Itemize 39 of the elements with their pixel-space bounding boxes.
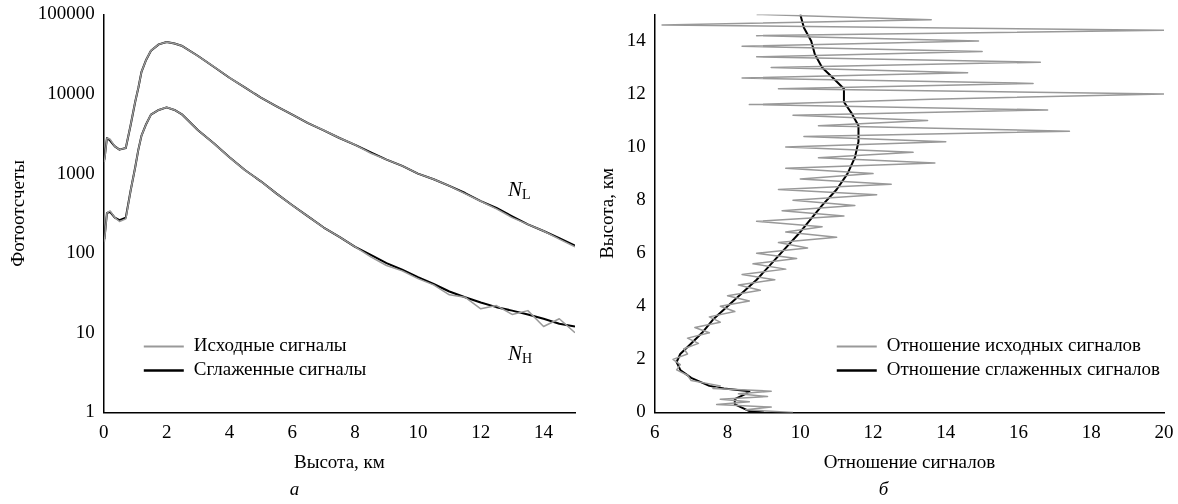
y-tick-label: 10 — [75, 320, 95, 342]
y-tick-label: 10 — [626, 135, 646, 157]
x-tick-label: 14 — [534, 420, 554, 442]
x-tick-label: 10 — [790, 420, 810, 442]
x-axis-title: Отношение сигналов — [823, 450, 996, 472]
y-tick-label: 100000 — [37, 2, 95, 24]
text: б — [877, 478, 890, 500]
x-tick-label: 14 — [936, 420, 956, 442]
x-tick-label: 16 — [1009, 420, 1029, 442]
y-tick-label: 100 — [66, 241, 95, 263]
x-tick-label: 12 — [863, 420, 883, 442]
x-tick-label: 2 — [161, 420, 172, 442]
y-tick-label: 14 — [626, 28, 647, 50]
x-tick-label: 12 — [471, 420, 491, 442]
legend-label: Отношение сглаженных сигналов — [886, 358, 1161, 380]
legend-label: Исходные сигналы — [193, 334, 347, 356]
x-axis-title: Высота, км — [293, 450, 385, 472]
x-tick-label: 8 — [350, 420, 360, 442]
y-tick-label: 10000 — [47, 81, 95, 103]
x-tick-label: 4 — [224, 420, 235, 442]
y-tick-label: 2 — [636, 347, 646, 369]
legend-label: Сглаженные сигналы — [193, 358, 367, 380]
x-tick-label: 10 — [408, 420, 428, 442]
y-tick-label: 4 — [636, 294, 647, 316]
y-tick-label: 8 — [636, 188, 646, 210]
x-tick-label: 8 — [722, 420, 733, 442]
x-tick-label: 0 — [99, 420, 109, 442]
y-tick-label: 12 — [626, 81, 646, 103]
text: а — [288, 478, 301, 500]
x-tick-label: 18 — [1081, 420, 1101, 442]
y-axis-title: Фотоотсчеты — [7, 159, 29, 267]
legend-label: Отношение исходных сигналов — [886, 334, 1142, 356]
y-tick-label: 1000 — [56, 161, 95, 183]
y-tick-label: 6 — [636, 241, 646, 263]
y-tick-label: 0 — [636, 400, 646, 422]
y-axis-title: Высота, км — [596, 167, 618, 259]
x-tick-label: 6 — [287, 420, 298, 442]
x-tick-label: 20 — [1154, 420, 1174, 442]
y-tick-label: 1 — [85, 400, 95, 422]
